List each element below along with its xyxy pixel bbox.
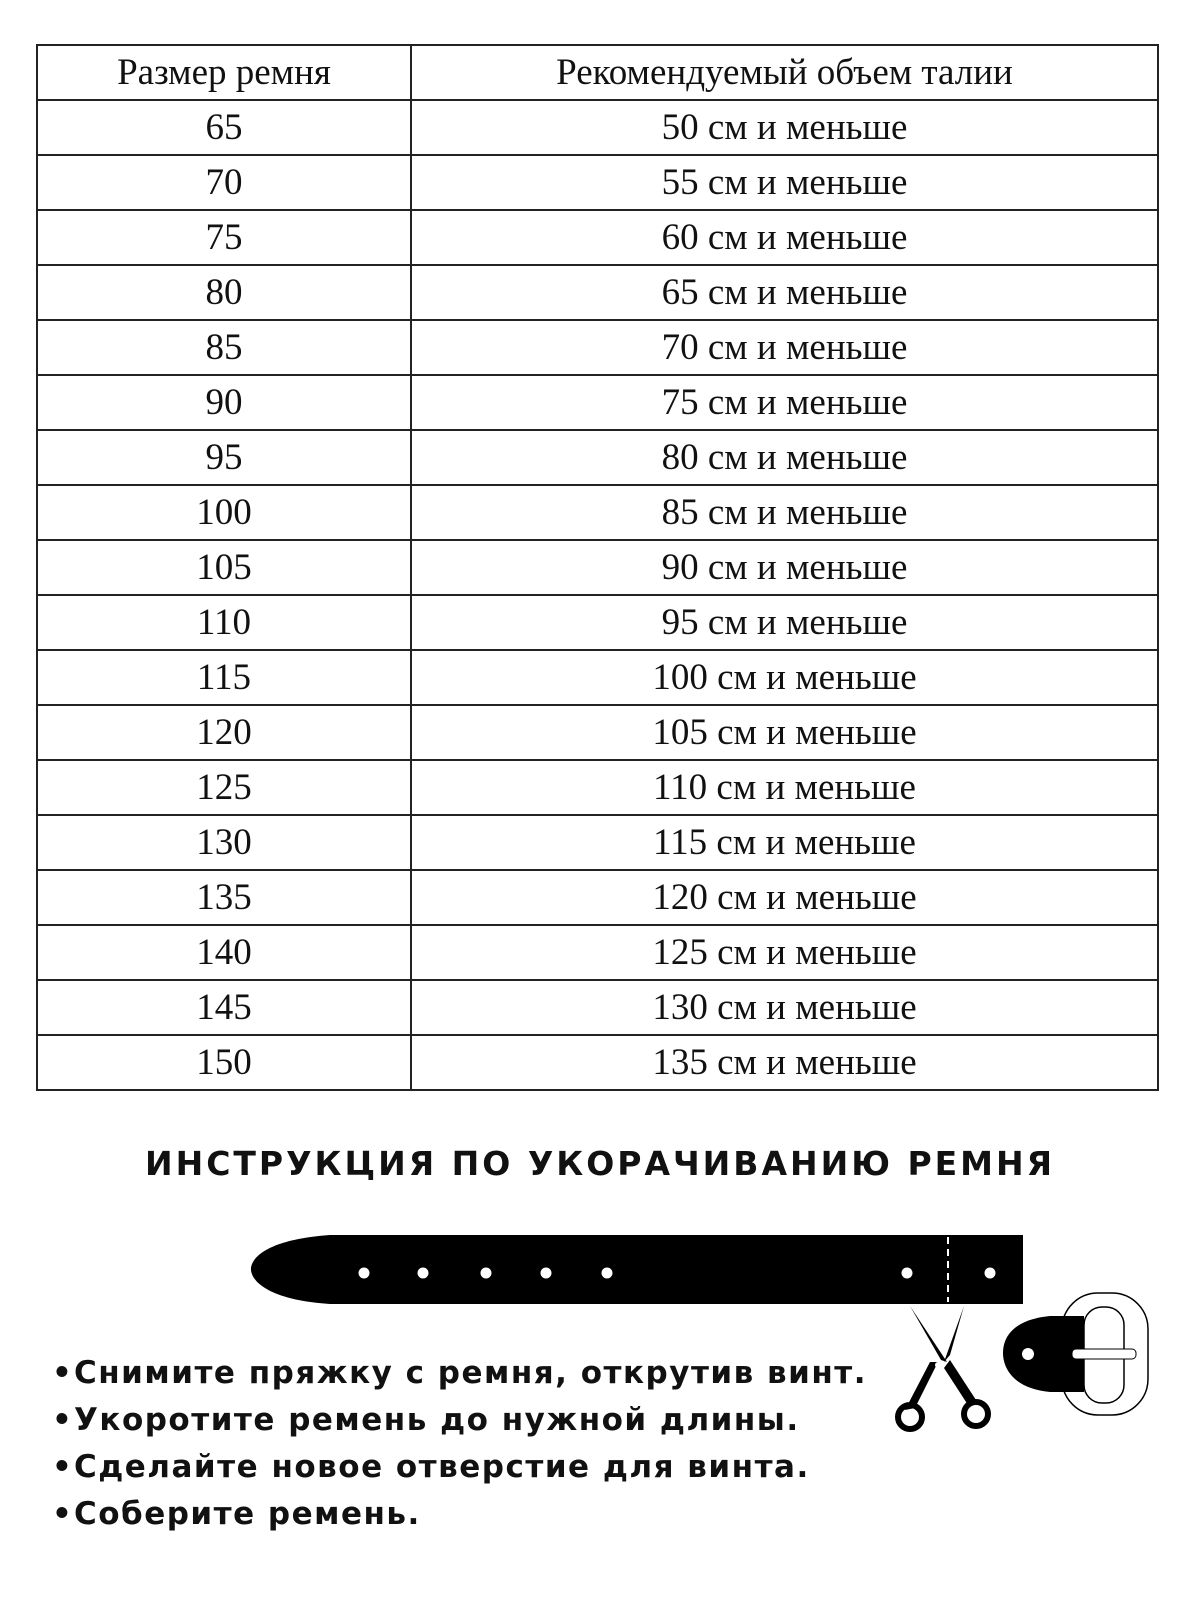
table-row: 115 100 см и меньше <box>36 649 1159 706</box>
table-row: 65 50 см и меньше <box>36 99 1159 156</box>
belt-size-cell: 70 <box>36 154 412 211</box>
waist-cell: 70 см и меньше <box>410 319 1159 376</box>
table-row: 105 90 см и меньше <box>36 539 1159 596</box>
waist-cell: 135 см и меньше <box>410 1034 1159 1091</box>
table-row: 150 135 см и меньше <box>36 1034 1159 1091</box>
instruction-steps: •Снимите пряжку с ремня, открутив винт. •… <box>52 1350 867 1538</box>
instruction-step: •Укоротите ремень до нужной длины. <box>52 1397 867 1444</box>
belt-size-table: Размер ремня Рекомендуемый объем талии 6… <box>36 44 1159 1091</box>
waist-cell: 95 см и меньше <box>410 594 1159 651</box>
waist-cell: 55 см и меньше <box>410 154 1159 211</box>
belt-size-cell: 140 <box>36 924 412 981</box>
instructions-title: ИНСТРУКЦИЯ ПО УКОРАЧИВАНИЮ РЕМНЯ <box>144 1144 1056 1183</box>
belt-size-cell: 110 <box>36 594 412 651</box>
belt-size-cell: 80 <box>36 264 412 321</box>
step-text: Снимите пряжку с ремня, открутив винт. <box>74 1355 868 1391</box>
table-row: 85 70 см и меньше <box>36 319 1159 376</box>
belt-size-cell: 90 <box>36 374 412 431</box>
table-row: 130 115 см и меньше <box>36 814 1159 871</box>
waist-cell: 130 см и меньше <box>410 979 1159 1036</box>
waist-cell: 125 см и меньше <box>410 924 1159 981</box>
bullet: • <box>52 1402 74 1438</box>
table-row: 125 110 см и меньше <box>36 759 1159 816</box>
instruction-step: •Сделайте новое отверстие для винта. <box>52 1444 867 1491</box>
belt-size-cell: 85 <box>36 319 412 376</box>
step-text: Сделайте новое отверстие для винта. <box>74 1449 810 1485</box>
buckle-icon <box>1003 1292 1149 1416</box>
table-row: 100 85 см и меньше <box>36 484 1159 541</box>
header-belt-size: Размер ремня <box>36 44 412 101</box>
belt-size-cell: 105 <box>36 539 412 596</box>
table-row: 75 60 см и меньше <box>36 209 1159 266</box>
belt-size-cell: 120 <box>36 704 412 761</box>
waist-cell: 80 см и меньше <box>410 429 1159 486</box>
bullet: • <box>52 1355 74 1391</box>
waist-cell: 120 см и меньше <box>410 869 1159 926</box>
belt-size-cell: 75 <box>36 209 412 266</box>
waist-cell: 110 см и меньше <box>410 759 1159 816</box>
header-waist: Рекомендуемый объем талии <box>410 44 1159 101</box>
belt-icon <box>250 1235 1023 1304</box>
scissors-icon <box>895 1306 991 1432</box>
table-row: 110 95 см и меньше <box>36 594 1159 651</box>
waist-cell: 65 см и меньше <box>410 264 1159 321</box>
waist-cell: 100 см и меньше <box>410 649 1159 706</box>
table-row: 135 120 см и меньше <box>36 869 1159 926</box>
bullet: • <box>52 1449 74 1485</box>
belt-size-cell: 150 <box>36 1034 412 1091</box>
belt-size-cell: 65 <box>36 99 412 156</box>
belt-size-cell: 145 <box>36 979 412 1036</box>
belt-size-cell: 135 <box>36 869 412 926</box>
waist-cell: 85 см и меньше <box>410 484 1159 541</box>
table-row: 70 55 см и меньше <box>36 154 1159 211</box>
waist-cell: 90 см и меньше <box>410 539 1159 596</box>
bullet: • <box>52 1496 74 1532</box>
table-row: 80 65 см и меньше <box>36 264 1159 321</box>
table-row: 140 125 см и меньше <box>36 924 1159 981</box>
belt-size-cell: 115 <box>36 649 412 706</box>
table-row: 90 75 см и меньше <box>36 374 1159 431</box>
waist-cell: 75 см и меньше <box>410 374 1159 431</box>
belt-size-cell: 100 <box>36 484 412 541</box>
instruction-step: •Снимите пряжку с ремня, открутив винт. <box>52 1350 867 1397</box>
belt-size-cell: 125 <box>36 759 412 816</box>
table-row: 120 105 см и меньше <box>36 704 1159 761</box>
waist-cell: 115 см и меньше <box>410 814 1159 871</box>
table-row: 145 130 см и меньше <box>36 979 1159 1036</box>
step-text: Соберите ремень. <box>74 1496 421 1532</box>
waist-cell: 50 см и меньше <box>410 99 1159 156</box>
instruction-step: •Соберите ремень. <box>52 1491 867 1538</box>
waist-cell: 60 см и меньше <box>410 209 1159 266</box>
waist-cell: 105 см и меньше <box>410 704 1159 761</box>
belt-size-cell: 95 <box>36 429 412 486</box>
belt-size-cell: 130 <box>36 814 412 871</box>
step-text: Укоротите ремень до нужной длины. <box>74 1402 800 1438</box>
table-row: 95 80 см и меньше <box>36 429 1159 486</box>
table-header-row: Размер ремня Рекомендуемый объем талии <box>36 44 1159 101</box>
